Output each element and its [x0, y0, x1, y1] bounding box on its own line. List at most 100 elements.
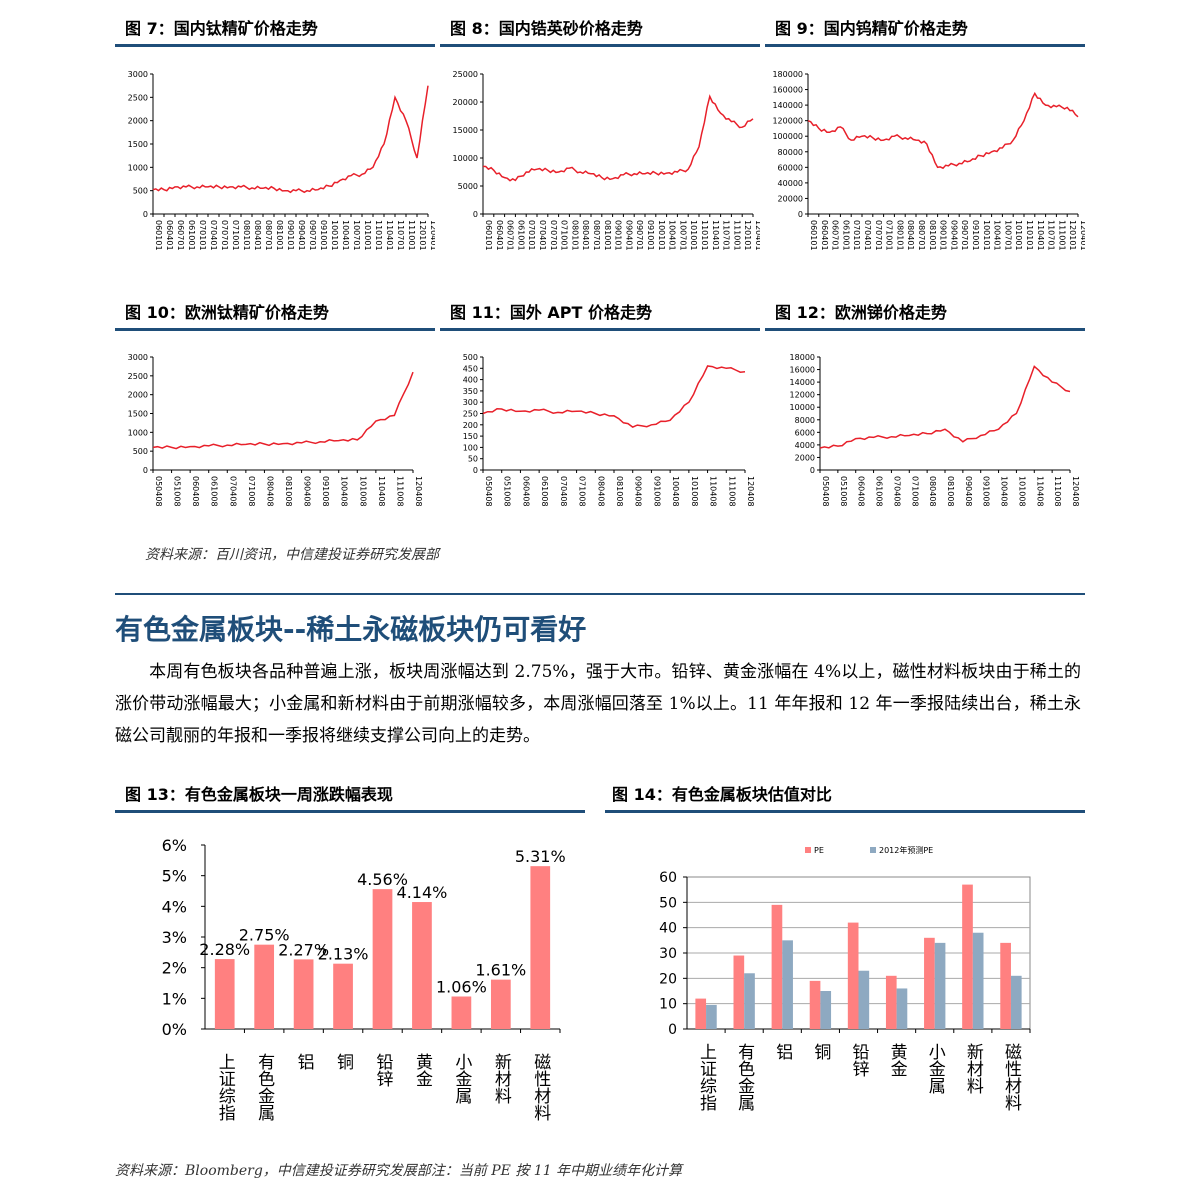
bar-value-label: 1.61% [475, 961, 526, 980]
forecast-pe-bar [782, 940, 793, 1029]
fig9-title: 图 9：国内钨精矿价格走势 [775, 19, 968, 38]
y-tick-label: 1000 [128, 163, 148, 172]
x-tick-label: 111008 [1053, 476, 1062, 507]
price-series-line [482, 94, 754, 182]
y-tick-label: 20000 [453, 98, 478, 107]
y-tick-label: 2000 [795, 453, 815, 462]
y-tick-label: 4000 [795, 441, 815, 450]
y-tick-label: 60000 [778, 163, 803, 172]
y-tick-label: 140000 [772, 101, 803, 110]
y-tick-label: 1% [162, 989, 187, 1008]
pe-bar [695, 998, 707, 1029]
x-tick-label: 070101 [852, 220, 861, 251]
y-tick-label: 500 [133, 187, 148, 196]
x-tick-label: 070701 [220, 220, 229, 251]
x-tick-label: 101008 [1017, 476, 1026, 507]
x-tick-label: 070408 [559, 476, 568, 507]
x-tick-label: 100401 [668, 220, 677, 251]
y-tick-label: 3000 [128, 353, 148, 362]
y-tick-label: 1500 [128, 140, 148, 149]
y-tick-label: 3000 [128, 70, 148, 79]
x-tick-label: 101001 [363, 220, 372, 251]
x-tick-label: 080401 [581, 220, 590, 251]
y-tick-label: 2000 [128, 391, 148, 400]
y-tick-label: 10 [659, 997, 677, 1013]
x-tick-label: 100401 [341, 220, 350, 251]
x-tick-label: 110401 [385, 220, 394, 251]
x-tick-label: 061001 [841, 220, 850, 251]
y-tick-label: 500 [133, 447, 148, 456]
y-tick-label: 1000 [128, 428, 148, 437]
x-tick-label: 071001 [885, 220, 894, 251]
y-tick-label: 5000 [458, 182, 478, 191]
x-tick-label: 120401 [1079, 220, 1085, 251]
x-tick-label: 110401 [1036, 220, 1045, 251]
x-tick-label: 080408 [928, 476, 937, 507]
x-tick-label: 110101 [700, 220, 709, 251]
fig13-rule [115, 810, 585, 813]
x-tick-label: 081001 [275, 220, 284, 251]
section-rule [115, 593, 1085, 595]
fig14-rule [605, 810, 1085, 813]
y-tick-label: 12000 [790, 391, 815, 400]
price-series-line [482, 365, 746, 428]
y-tick-label: 120000 [772, 117, 803, 126]
x-tick-label: 110101 [1025, 220, 1034, 251]
x-tick-label: 051008 [173, 476, 182, 507]
pe-bar [733, 955, 745, 1029]
pe-bar [809, 980, 821, 1029]
fig10-line-chart: 3000 2500 2000 1500 1000 500 0 050408 051008 0604… [128, 353, 423, 507]
x-tick-label: 090701 [635, 220, 644, 251]
x-tick-label: 080101 [570, 220, 579, 251]
y-tick-label: 150 [463, 432, 478, 441]
fig11-rule [440, 328, 760, 331]
x-tick-label: 090408 [964, 476, 973, 507]
y-tick-label: 0 [473, 466, 478, 475]
x-tick-label: 120101 [1068, 220, 1077, 251]
x-tick-label: 070401 [209, 220, 218, 251]
x-tick-label: 120401 [429, 220, 435, 251]
category-label: 黄金 [887, 1043, 908, 1077]
category-label: 小金属 [451, 1053, 472, 1104]
y-tick-label: 8000 [795, 416, 815, 425]
x-tick-label: 100101 [982, 220, 991, 251]
x-tick-label: 081001 [603, 220, 612, 251]
x-tick-label: 081001 [928, 220, 937, 251]
y-tick-label: 10000 [453, 154, 478, 163]
y-tick-label: 0 [473, 210, 478, 219]
fig7-rule [115, 44, 435, 47]
x-tick-label: 060408 [521, 476, 530, 507]
bar-value-label: 2.13% [318, 945, 369, 964]
x-tick-label: 090401 [624, 220, 633, 251]
forecast-pe-bar [706, 1004, 717, 1029]
bar [451, 996, 472, 1029]
x-tick-label: 090101 [614, 220, 623, 251]
category-label: 新材料 [963, 1043, 984, 1094]
x-tick-label: 060401 [820, 220, 829, 251]
x-tick-label: 110701 [1047, 220, 1056, 251]
x-tick-label: 060408 [191, 476, 200, 507]
price-series-line [152, 85, 429, 194]
x-tick-label: 090101 [286, 220, 295, 251]
fig11-title: 图 11：国外 APT 价格走势 [450, 303, 653, 322]
y-tick-label: 6000 [795, 428, 815, 437]
x-tick-label: 050408 [154, 476, 163, 507]
x-tick-label: 051008 [839, 476, 848, 507]
category-label: 黄金 [412, 1053, 433, 1087]
y-tick-label: 160000 [772, 86, 803, 95]
x-tick-label: 120101 [418, 220, 427, 251]
y-tick-label: 350 [463, 387, 478, 396]
x-tick-label: 100701 [1003, 220, 1012, 251]
x-tick-label: 101008 [690, 476, 699, 507]
x-tick-label: 061008 [540, 476, 549, 507]
x-tick-label: 071008 [578, 476, 587, 507]
category-label: 磁性材料 [530, 1053, 551, 1121]
y-tick-label: 10000 [790, 403, 815, 412]
fig13-bar-chart: 6% 5% 4% 3% 2% 1% 0% 2.28% 上证综指 2.75% 有色金属 2.27% 铝 2.… [162, 836, 566, 1122]
y-tick-label: 2% [162, 959, 187, 978]
x-tick-label: 071008 [247, 476, 256, 507]
x-tick-label: 061008 [210, 476, 219, 507]
price-series-line [152, 371, 414, 450]
price-series-line [819, 365, 1071, 449]
